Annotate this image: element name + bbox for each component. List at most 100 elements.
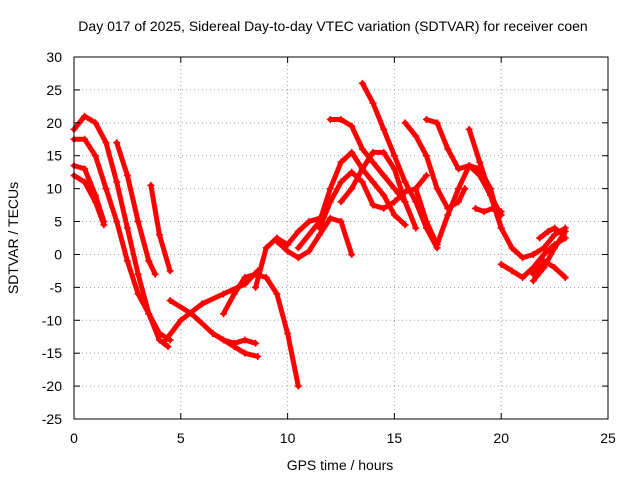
series-line [466, 126, 568, 261]
data-point [262, 244, 270, 252]
series-track-26 [472, 204, 505, 216]
data-point [187, 310, 195, 318]
data-point [348, 168, 356, 176]
data-point [540, 250, 548, 258]
data-point [145, 257, 153, 265]
data-point [241, 273, 249, 281]
x-tick-label: 15 [387, 430, 403, 446]
y-tick-label: 0 [54, 246, 62, 262]
series-track-24 [529, 257, 569, 281]
y-tick-label: 10 [46, 181, 62, 197]
data-series [70, 79, 569, 390]
y-tick-label: -25 [42, 411, 62, 427]
data-point [284, 329, 292, 337]
data-point [390, 198, 398, 206]
series-track-18 [401, 119, 469, 212]
data-point [305, 247, 313, 255]
x-tick-label: 25 [600, 430, 616, 446]
data-point [454, 185, 462, 193]
chart-title: Day 017 of 2025, Sidereal Day-to-day VTE… [78, 18, 587, 34]
data-point [561, 273, 569, 281]
plot-frame [73, 56, 609, 420]
data-point [422, 116, 430, 124]
data-point [326, 116, 334, 124]
data-point [508, 267, 516, 275]
data-point [81, 112, 89, 120]
data-point [536, 234, 544, 242]
data-point [91, 152, 99, 160]
data-point [369, 178, 377, 186]
data-point [348, 122, 356, 130]
data-point [162, 336, 170, 344]
data-point [412, 185, 420, 193]
data-point [529, 277, 537, 285]
data-point [380, 191, 388, 199]
data-point [497, 208, 505, 216]
data-point [220, 310, 228, 318]
y-tick-label: -10 [42, 312, 62, 328]
data-point [358, 165, 366, 173]
data-point [358, 178, 366, 186]
data-point [465, 162, 473, 170]
data-point [241, 349, 249, 357]
data-point [444, 211, 452, 219]
data-point [559, 231, 567, 239]
y-tick-label: 30 [46, 49, 62, 65]
data-point [316, 224, 324, 232]
data-point [294, 244, 302, 252]
x-tick-label: 20 [493, 430, 509, 446]
x-tick-label: 10 [280, 430, 296, 446]
data-point [401, 178, 409, 186]
data-point [337, 178, 345, 186]
series-line [327, 117, 408, 205]
data-point [230, 290, 238, 298]
data-point [284, 247, 292, 255]
data-point [337, 116, 345, 124]
data-point [390, 165, 398, 173]
data-point [412, 132, 420, 140]
data-point [294, 254, 302, 262]
data-point [529, 250, 537, 258]
data-point [102, 139, 110, 147]
data-point [489, 204, 497, 212]
data-point [465, 125, 473, 133]
data-point [497, 260, 505, 268]
series-line [295, 149, 408, 251]
series-line [148, 182, 173, 274]
data-point [529, 270, 537, 278]
data-point [294, 227, 302, 235]
y-tick-label: -5 [50, 279, 63, 295]
data-point [454, 198, 462, 206]
series-track-23 [529, 227, 569, 285]
x-axis-ticks: 0 5 10 15 20 25 [70, 57, 616, 446]
data-point [305, 218, 313, 226]
series-track-21 [465, 125, 569, 262]
data-point [369, 201, 377, 209]
data-point [380, 125, 388, 133]
data-point [380, 148, 388, 156]
data-point [262, 273, 270, 281]
data-point [155, 231, 163, 239]
data-point [348, 148, 356, 156]
data-point [209, 329, 217, 337]
series-line [71, 173, 107, 228]
data-point [358, 79, 366, 87]
data-point [337, 218, 345, 226]
data-point [134, 270, 142, 278]
data-point [198, 300, 206, 308]
data-point [401, 221, 409, 229]
series-track-6 [147, 181, 174, 275]
data-point [544, 227, 552, 235]
data-point [337, 158, 345, 166]
data-point [390, 211, 398, 219]
data-point [273, 237, 281, 245]
y-tick-label: 25 [46, 82, 62, 98]
data-point [155, 329, 163, 337]
data-point [326, 214, 334, 222]
data-point [551, 264, 559, 272]
data-point [113, 178, 121, 186]
data-point [480, 208, 488, 216]
x-tick-label: 5 [177, 430, 185, 446]
